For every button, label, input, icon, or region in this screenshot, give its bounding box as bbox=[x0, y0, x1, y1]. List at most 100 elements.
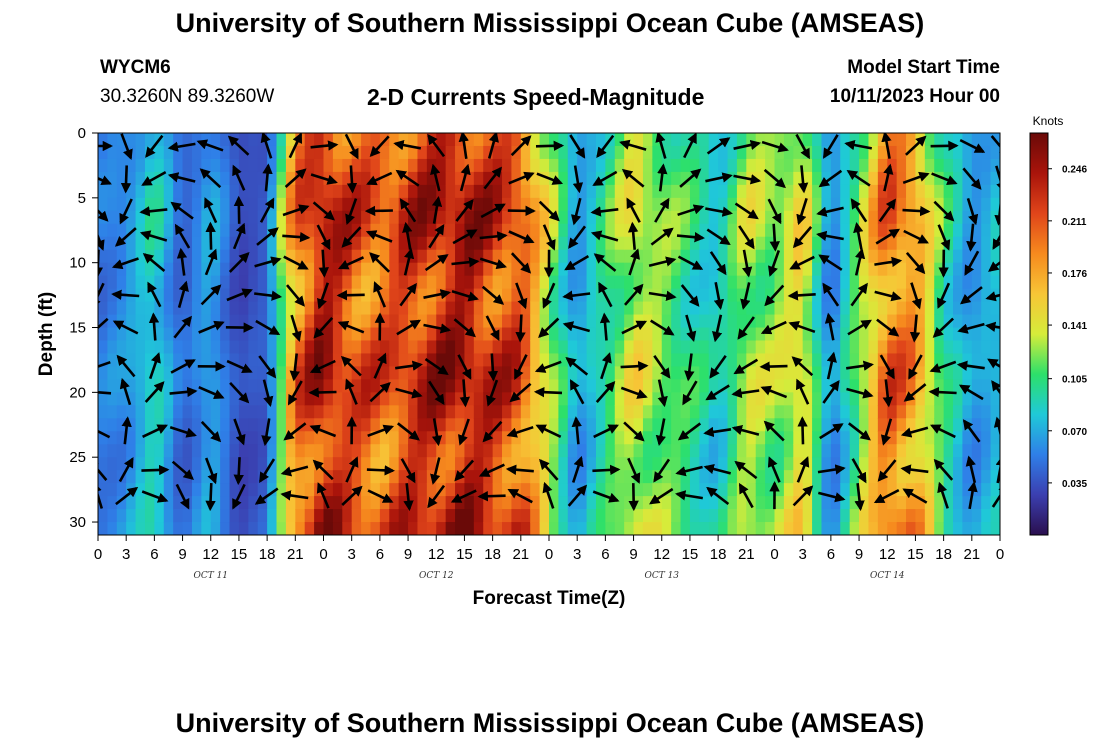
current-vector-arrow bbox=[962, 167, 982, 190]
heatmap-cell bbox=[708, 470, 719, 484]
heatmap-cell bbox=[830, 444, 841, 458]
heatmap-cell bbox=[793, 470, 804, 484]
heatmap-cell bbox=[436, 301, 447, 316]
heatmap-cell bbox=[220, 275, 231, 290]
heatmap-cell bbox=[295, 496, 306, 510]
heatmap-cell bbox=[191, 470, 202, 484]
heatmap-cell bbox=[558, 418, 569, 432]
heatmap-cell bbox=[586, 158, 597, 173]
heatmap-cell bbox=[558, 236, 569, 251]
heatmap-cell bbox=[398, 366, 409, 380]
heatmap-cell bbox=[304, 496, 315, 510]
heatmap-cell bbox=[783, 210, 794, 225]
heatmap-cell bbox=[812, 522, 823, 535]
heatmap-cell bbox=[492, 158, 503, 173]
heatmap-cell bbox=[295, 223, 306, 238]
heatmap-cell bbox=[877, 340, 888, 355]
heatmap-cell bbox=[859, 366, 870, 380]
heatmap-cell bbox=[699, 145, 710, 160]
heatmap-cell bbox=[755, 301, 766, 316]
heatmap-cell bbox=[154, 509, 165, 523]
heatmap-cell bbox=[502, 522, 513, 535]
heatmap-cell bbox=[896, 483, 907, 497]
heatmap-cell bbox=[417, 262, 428, 277]
heatmap-cell bbox=[539, 236, 550, 251]
current-vector-arrow bbox=[903, 383, 927, 402]
heatmap-cell bbox=[191, 509, 202, 523]
heatmap-cell bbox=[455, 522, 466, 535]
current-vector-arrow bbox=[427, 484, 446, 509]
current-vector-arrow bbox=[170, 201, 194, 220]
heatmap-cell bbox=[549, 288, 559, 303]
heatmap-cell bbox=[464, 353, 475, 368]
heatmap-cell bbox=[182, 184, 193, 199]
heatmap-cell bbox=[285, 444, 296, 458]
heatmap-cell bbox=[840, 392, 851, 406]
heatmap-cell bbox=[511, 340, 522, 355]
heatmap-cell bbox=[990, 314, 1000, 329]
current-vector-arrow bbox=[675, 490, 704, 501]
heatmap-cell bbox=[210, 236, 221, 251]
heatmap-cell bbox=[605, 145, 616, 160]
heatmap-cell bbox=[530, 184, 541, 199]
heatmap-cell bbox=[689, 249, 700, 264]
heatmap-cell bbox=[953, 379, 964, 393]
heatmap-cell bbox=[248, 340, 259, 355]
heatmap-cell bbox=[126, 223, 137, 238]
heatmap-cell bbox=[304, 197, 315, 212]
heatmap-cell bbox=[520, 470, 531, 484]
heatmap-cell bbox=[502, 314, 513, 329]
current-vector-arrow bbox=[317, 282, 330, 310]
heatmap-cell bbox=[774, 133, 785, 147]
current-vector-arrow bbox=[844, 139, 873, 151]
heatmap-cell bbox=[379, 301, 390, 316]
heatmap-cell bbox=[173, 418, 184, 432]
heatmap-cell bbox=[342, 509, 353, 523]
heatmap-cell bbox=[389, 366, 400, 380]
heatmap-cell bbox=[135, 210, 146, 225]
heatmap-cell bbox=[98, 353, 108, 368]
heatmap-cell bbox=[163, 184, 174, 199]
heatmap-cell bbox=[906, 418, 917, 432]
heatmap-cell bbox=[492, 457, 503, 471]
current-vector-arrow bbox=[847, 319, 872, 336]
heatmap-cell bbox=[812, 262, 823, 277]
current-vector-arrow bbox=[759, 361, 788, 372]
heatmap-cell bbox=[586, 379, 597, 393]
current-vector-arrow bbox=[397, 422, 420, 441]
current-vector-arrow bbox=[592, 464, 621, 476]
heatmap-cell bbox=[238, 418, 249, 432]
heatmap-cell bbox=[971, 288, 982, 303]
heatmap-cell bbox=[445, 145, 456, 160]
heatmap-cell bbox=[943, 366, 954, 380]
heatmap-cell bbox=[502, 262, 513, 277]
x-tick-label: 12 bbox=[202, 546, 219, 563]
heatmap-cell bbox=[210, 444, 221, 458]
heatmap-cell bbox=[220, 145, 231, 160]
heatmap-cell bbox=[981, 470, 992, 484]
heatmap-cell bbox=[567, 184, 578, 199]
heatmap-cell bbox=[182, 392, 193, 406]
heatmap-cell bbox=[849, 470, 860, 484]
current-vector-arrow bbox=[908, 354, 923, 380]
heatmap-cell bbox=[539, 353, 550, 368]
current-vector-arrow bbox=[260, 133, 273, 159]
heatmap-cell bbox=[549, 431, 559, 445]
current-vector-arrow bbox=[367, 489, 394, 503]
heatmap-cell bbox=[887, 301, 898, 316]
current-vector-arrow bbox=[796, 456, 810, 483]
heatmap-cell bbox=[201, 444, 212, 458]
heatmap-cell bbox=[267, 275, 278, 290]
x-tick-label: 12 bbox=[653, 546, 670, 563]
heatmap-cell bbox=[699, 314, 710, 329]
heatmap-cell bbox=[285, 327, 296, 342]
heatmap-cell bbox=[238, 145, 249, 160]
heatmap-cell bbox=[821, 470, 832, 484]
heatmap-cell bbox=[539, 522, 550, 535]
heatmap-cell bbox=[746, 353, 757, 368]
heatmap-cell bbox=[445, 470, 456, 484]
heatmap-cell bbox=[191, 249, 202, 264]
heatmap-cell bbox=[990, 431, 1000, 445]
heatmap-cell bbox=[887, 418, 898, 432]
day-label: OCT 14 bbox=[870, 571, 905, 581]
